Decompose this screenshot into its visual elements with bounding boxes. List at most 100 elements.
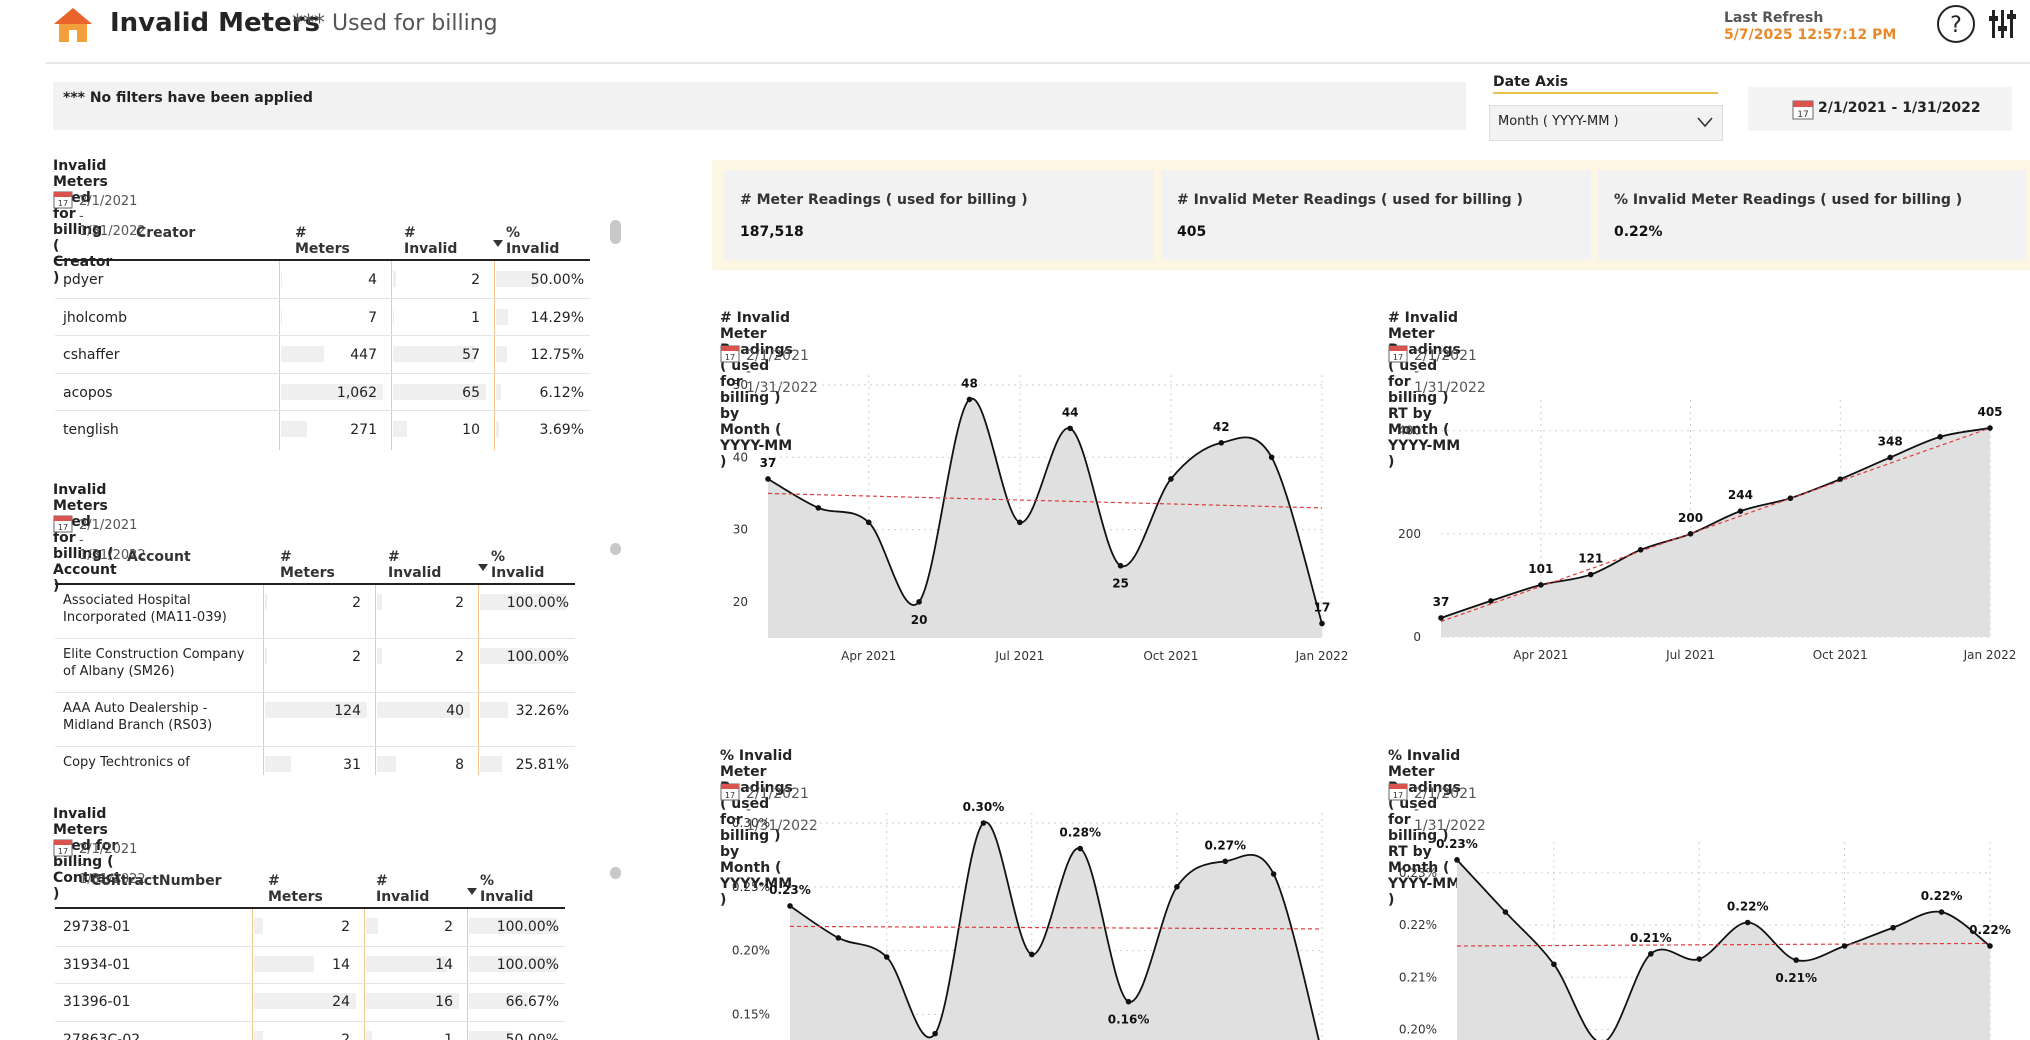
date-axis-dropdown[interactable]: Month ( YYYY-MM ): [1489, 105, 1723, 141]
data-point: [1268, 454, 1275, 461]
column-header[interactable]: # Invalid: [404, 225, 458, 257]
data-point: [835, 935, 842, 941]
series-line: [789, 821, 1320, 1040]
date-axis-underline: [1493, 92, 1718, 94]
x-tick-label: Apr 2021: [1513, 648, 1568, 662]
column-divider: [467, 909, 468, 1040]
column-header[interactable]: # Meters: [280, 549, 335, 581]
cell-pct-invalid: 50.00%: [505, 1031, 559, 1040]
data-label: 25: [1112, 577, 1129, 591]
meters-bar: [254, 993, 356, 1009]
table-row[interactable]: acopos 1,062 65 6.12%: [55, 374, 590, 411]
x-tick-label: Apr 2021: [841, 649, 896, 663]
table-date-range: 2/1/2021 - 1/31/2022: [79, 194, 146, 239]
data-point: [1017, 519, 1023, 526]
data-point: [1938, 909, 1945, 915]
data-point: [1218, 440, 1225, 446]
cell-pct-invalid: 100.00%: [496, 919, 559, 935]
data-point: [1222, 858, 1229, 865]
data-point: [1987, 425, 1993, 431]
header-rule: [55, 907, 565, 909]
column-header[interactable]: # Invalid: [388, 549, 442, 581]
table-row[interactable]: 29738-01 2 2 100.00%: [55, 909, 565, 947]
row-divider: [55, 983, 565, 984]
kpi-card-pct-invalid: % Invalid Meter Readings ( used for bill…: [1598, 170, 2026, 260]
column-header[interactable]: # Meters: [295, 225, 350, 257]
data-point: [1587, 571, 1594, 578]
date-range-slicer[interactable]: 17 2/1/2021 - 1/31/2022: [1748, 87, 2012, 131]
invalid-bar: [366, 918, 378, 934]
series-line: [1440, 427, 1991, 619]
column-header[interactable]: # Invalid: [376, 873, 430, 905]
table-row[interactable]: 31396-01 24 16 66.67%: [55, 984, 565, 1022]
table-scrollbar[interactable]: [610, 867, 621, 879]
table-row[interactable]: Associated Hospital Incorporated (MA11-03…: [55, 585, 575, 639]
table-row[interactable]: AAA Auto Dealership - Midland Branch (RS0…: [55, 693, 575, 747]
pct-bar: [469, 918, 557, 934]
cell-pct-invalid: 12.75%: [530, 347, 584, 363]
area-fill: [1441, 428, 1990, 637]
data-label: 42: [1213, 420, 1230, 434]
kpi-value: 187,518: [740, 224, 804, 240]
data-point: [1887, 454, 1893, 461]
row-divider: [55, 638, 575, 639]
kpi-value: 405: [1177, 224, 1207, 240]
data-point: [966, 396, 973, 403]
cell-pct-invalid: 66.67%: [505, 994, 559, 1010]
svg-text:17: 17: [1393, 353, 1403, 362]
table-row[interactable]: jholcomb 7 1 14.29%: [55, 299, 590, 336]
cell-meters: 124: [334, 703, 361, 719]
cell-name: acopos: [63, 384, 113, 401]
cell-name: 31934-01: [63, 956, 131, 973]
home-icon[interactable]: [52, 6, 94, 44]
table-row[interactable]: tenglish 271 10 3.69%: [55, 411, 590, 449]
sort-desc-icon[interactable]: [492, 233, 504, 252]
data-point: [1987, 943, 1993, 949]
cell-invalid: 10: [462, 422, 480, 438]
filter-settings-icon[interactable]: [1988, 8, 2018, 40]
table-row[interactable]: Copy Techtronics of 31 8 25.81%: [55, 747, 575, 775]
svg-text:17: 17: [58, 199, 68, 208]
area-fill: [1457, 859, 1990, 1040]
kpi-card-invalid-readings: # Invalid Meter Readings ( used for bill…: [1161, 170, 1591, 260]
cell-name: cshaffer: [63, 347, 120, 363]
y-tick-label: 0.20%: [732, 944, 770, 958]
pct-bar: [480, 756, 503, 772]
meters-bar: [281, 346, 324, 362]
table-scrollbar[interactable]: [610, 220, 621, 244]
date-axis-selected: Month ( YYYY-MM ): [1498, 114, 1619, 129]
column-header[interactable]: ContractNumber: [91, 873, 222, 889]
column-header[interactable]: % Invalid: [506, 225, 560, 257]
column-header[interactable]: Creator: [136, 225, 196, 241]
sort-desc-icon[interactable]: [477, 557, 489, 576]
column-header[interactable]: % Invalid: [491, 549, 545, 581]
data-point: [1174, 884, 1180, 890]
y-tick-label: 0.20%: [1399, 1023, 1437, 1037]
row-divider: [55, 335, 590, 336]
cell-invalid: 8: [455, 757, 464, 773]
table-row[interactable]: pdyer 4 2 50.00%: [55, 261, 590, 299]
meters-bar: [265, 702, 367, 718]
chart-title: % Invalid Meter Readings ( used for bill…: [720, 748, 793, 908]
help-icon[interactable]: ?: [1936, 4, 1976, 44]
cell-invalid: 16: [435, 994, 453, 1010]
data-label: 0.16%: [1108, 1013, 1150, 1027]
table-row[interactable]: Elite Construction Company of Albany (SM2…: [55, 639, 575, 693]
column-header[interactable]: % Invalid: [480, 873, 534, 905]
svg-text:?: ?: [1950, 13, 1962, 38]
pct-bar: [469, 993, 528, 1009]
cell-pct-invalid: 100.00%: [506, 649, 569, 665]
kpi-value: 0.22%: [1614, 224, 1663, 240]
header-divider: [46, 62, 2030, 64]
data-point: [1937, 434, 1943, 440]
table-row[interactable]: cshaffer 447 57 12.75%: [55, 336, 590, 374]
column-header[interactable]: # Meters: [268, 873, 323, 905]
table-row[interactable]: 27863C-02 2 1 50.00%: [55, 1022, 565, 1040]
table-scrollbar[interactable]: [610, 543, 621, 555]
sort-desc-icon[interactable]: [466, 881, 478, 900]
chevron-down-icon: [1696, 114, 1714, 133]
data-point: [1077, 845, 1083, 852]
table-row[interactable]: 31934-01 14 14 100.00%: [55, 947, 565, 984]
pct-bar: [480, 702, 509, 718]
column-header[interactable]: Account: [127, 549, 191, 565]
